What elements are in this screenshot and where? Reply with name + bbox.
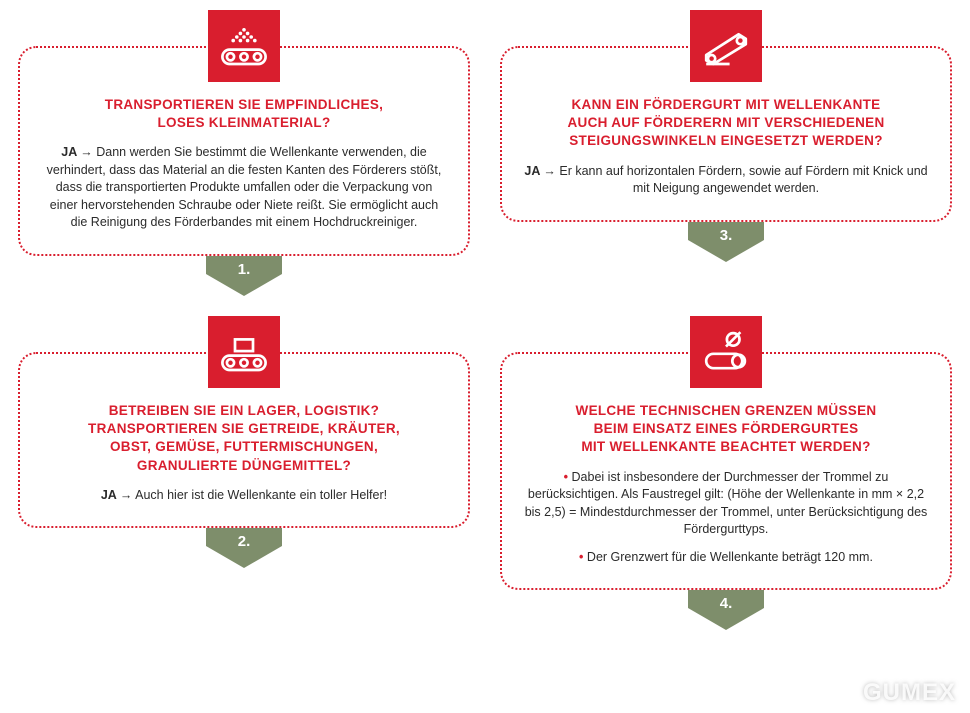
card-4-body: • Dabei ist insbesondere der Durchmesser… (524, 469, 928, 567)
card-number: 2. (206, 533, 282, 550)
heading-line: GRANULIERTE DÜNGEMITTEL? (137, 458, 351, 473)
card-number: 1. (206, 261, 282, 278)
pointer-2: 2. (206, 528, 282, 568)
card-number: 3. (688, 227, 764, 244)
heading-line: TRANSPORTIEREN SIE EMPFINDLICHES, (105, 97, 383, 112)
pointer-4: 4. (688, 590, 764, 630)
answer-prefix: JA → (101, 488, 133, 502)
pointer-1: 1. (206, 256, 282, 296)
answer-text: Auch hier ist die Wellenkante ein toller… (132, 488, 387, 502)
card-1-heading: TRANSPORTIEREN SIE EMPFINDLICHES, LOSES … (42, 96, 446, 132)
heading-line: TRANSPORTIEREN SIE GETREIDE, KRÄUTER, (88, 421, 400, 436)
heading-line: BETREIBEN SIE EIN LAGER, LOGISTIK? (109, 403, 379, 418)
conveyor-granules-icon (208, 10, 280, 82)
watermark: GUMEX (863, 679, 956, 707)
conveyor-incline-icon (690, 10, 762, 82)
pointer-3: 3. (688, 222, 764, 262)
bullet-text: Der Grenzwert für die Wellenkante beträg… (587, 550, 873, 564)
card-3-heading: KANN EIN FÖRDERGURT MIT WELLENKANTE AUCH… (524, 96, 928, 151)
card-3-body: JA → Er kann auf horizontalen Fördern, s… (524, 163, 928, 198)
heading-line: AUCH AUF FÖRDERERN MIT VERSCHIEDENEN (567, 115, 884, 130)
answer-prefix: JA → (61, 145, 93, 159)
heading-line: WELCHE TECHNISCHEN GRENZEN MÜSSEN (576, 403, 877, 418)
bullet-item: • Dabei ist insbesondere der Durchmesser… (524, 469, 928, 539)
card-3-wrap: KANN EIN FÖRDERGURT MIT WELLENKANTE AUCH… (500, 10, 952, 296)
card-1-body: JA → Dann werden Sie bestimmt die Wellen… (42, 144, 446, 232)
heading-line: STEIGUNGSWINKELN EINGESETZT WERDEN? (569, 133, 883, 148)
card-number: 4. (688, 595, 764, 612)
card-2-body: JA → Auch hier ist die Wellenkante ein t… (42, 487, 446, 505)
heading-line: LOSES KLEINMATERIAL? (158, 115, 331, 130)
answer-text: Dann werden Sie bestimmt die Wellenkante… (47, 145, 442, 229)
answer-text: Er kann auf horizontalen Fördern, sowie … (556, 164, 928, 196)
card-4-heading: WELCHE TECHNISCHEN GRENZEN MÜSSEN BEIM E… (524, 402, 928, 457)
bullet-item: • Der Grenzwert für die Wellenkante betr… (524, 549, 928, 567)
conveyor-box-icon (208, 316, 280, 388)
heading-line: BEIM EINSATZ EINES FÖRDERGURTES (594, 421, 859, 436)
roller-gauge-icon (690, 316, 762, 388)
infographic-grid: TRANSPORTIEREN SIE EMPFINDLICHES, LOSES … (0, 0, 970, 630)
heading-line: OBST, GEMÜSE, FUTTERMISCHUNGEN, (110, 439, 378, 454)
answer-prefix: JA → (524, 164, 556, 178)
bullet-text: Dabei ist insbesondere der Durchmesser d… (525, 470, 928, 537)
card-1-wrap: TRANSPORTIEREN SIE EMPFINDLICHES, LOSES … (18, 10, 470, 296)
card-4-wrap: WELCHE TECHNISCHEN GRENZEN MÜSSEN BEIM E… (500, 316, 952, 630)
card-2-heading: BETREIBEN SIE EIN LAGER, LOGISTIK? TRANS… (42, 402, 446, 475)
heading-line: KANN EIN FÖRDERGURT MIT WELLENKANTE (572, 97, 881, 112)
card-2-wrap: BETREIBEN SIE EIN LAGER, LOGISTIK? TRANS… (18, 316, 470, 630)
heading-line: MIT WELLENKANTE BEACHTET WERDEN? (581, 439, 870, 454)
